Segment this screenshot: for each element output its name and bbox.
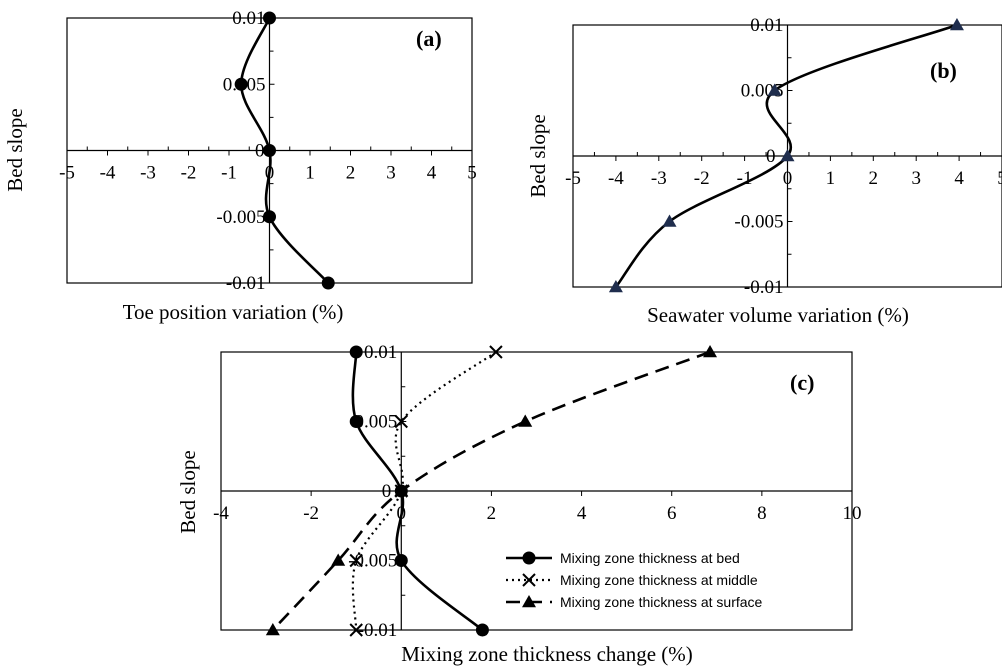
data-point [265, 623, 280, 636]
series-line [351, 351, 497, 631]
x-tick-label: 4 [954, 168, 964, 189]
panel-tag: (c) [790, 370, 814, 395]
x-tick-label: 6 [667, 503, 677, 524]
x-tick-label: 4 [427, 163, 437, 184]
legend-label: Mixing zone thickness at surface [560, 594, 763, 610]
y-tick-label: -0.01 [744, 277, 784, 298]
y-tick-label: -0.005 [734, 212, 783, 233]
data-point [349, 623, 363, 637]
x-axis-title: Toe position variation (%) [123, 300, 344, 324]
y-axis-title: Bed slope [3, 108, 27, 191]
x-tick-label: 2 [487, 503, 497, 524]
data-point [608, 280, 623, 293]
x-tick-label: 1 [305, 163, 315, 184]
x-tick-label: -2 [181, 163, 197, 184]
y-tick-label: 0.005 [741, 81, 784, 102]
x-tick-label: -4 [100, 163, 116, 184]
x-tick-label: 3 [386, 163, 396, 184]
x-tick-label: 3 [911, 168, 921, 189]
x-tick-label: 5 [467, 163, 477, 184]
series-line [614, 23, 958, 288]
y-tick-label: 0 [382, 481, 392, 502]
data-point [703, 345, 718, 358]
legend-label: Mixing zone thickness at middle [560, 572, 758, 588]
data-point [263, 210, 276, 224]
x-tick-label: -1 [221, 163, 237, 184]
data-point [349, 415, 363, 428]
legend-marker [522, 573, 536, 587]
y-tick-label: 0.01 [750, 15, 783, 36]
data-point [234, 77, 248, 91]
x-tick-label: 10 [843, 503, 862, 524]
y-tick-label: -0.01 [358, 620, 398, 641]
y-axis-title: Bed slope [526, 114, 550, 197]
x-tick-label: -2 [303, 503, 319, 524]
x-tick-label: -3 [140, 163, 156, 184]
y-tick-label: 0 [766, 146, 776, 167]
panel-tag: (a) [416, 26, 442, 51]
legend: Mixing zone thickness at bed Mixing zone … [506, 550, 763, 610]
x-tick-label: -5 [565, 168, 581, 189]
y-axis-title: Bed slope [176, 450, 200, 533]
x-axis-title: Mixing zone thickness change (%) [401, 642, 693, 666]
y-tick-label: -0.005 [216, 207, 265, 228]
chart-panel-2: -5 -4 -3 -2 -1 0 1 2 3 4 50.010.0050-0.005-0.01Sea… [526, 15, 1002, 327]
x-tick-label: -2 [694, 168, 710, 189]
data-point [349, 345, 363, 359]
x-tick-label: 2 [869, 168, 879, 189]
data-point [394, 414, 408, 429]
data-point [321, 276, 335, 290]
x-tick-label: 5 [997, 168, 1002, 189]
series-1 [608, 18, 964, 293]
data-point [394, 554, 408, 567]
x-tick-label: -5 [59, 163, 75, 184]
series-1 [234, 11, 335, 290]
y-tick-label: -0.01 [226, 273, 266, 294]
data-point [518, 414, 533, 427]
chart-panel-1: -5-4-3-2-10123450.010.0050-0.005-0.01Toe… [3, 8, 477, 324]
data-point [263, 11, 276, 25]
x-tick-label: -4 [213, 503, 229, 524]
data-point [394, 484, 409, 497]
series-3 [265, 345, 718, 636]
y-tick-label: 0.01 [364, 342, 397, 363]
legend-marker [522, 595, 536, 608]
y-tick-label: 0.005 [355, 412, 398, 433]
legend-marker [522, 551, 536, 565]
data-point [780, 149, 795, 162]
data-point [489, 345, 503, 359]
x-axis-title: Seawater volume variation (%) [647, 303, 909, 327]
x-tick-label: 0 [783, 168, 793, 189]
data-point [662, 214, 677, 227]
y-tick-label: 0.01 [232, 8, 265, 29]
data-point [475, 623, 489, 637]
x-tick-label: 8 [757, 503, 767, 524]
panel-tag: (b) [930, 58, 957, 83]
data-point [263, 144, 276, 157]
x-tick-label: 1 [826, 168, 836, 189]
legend-label: Mixing zone thickness at bed [560, 550, 740, 566]
x-tick-label: -4 [608, 168, 624, 189]
x-tick-label: 2 [346, 163, 356, 184]
data-point [949, 18, 964, 31]
data-point [767, 83, 782, 96]
x-tick-label: -3 [651, 168, 667, 189]
data-point [349, 553, 363, 568]
y-tick-label: 0 [255, 141, 265, 162]
data-point [331, 553, 346, 566]
x-tick-label: 4 [577, 503, 587, 524]
series-line [271, 350, 711, 631]
